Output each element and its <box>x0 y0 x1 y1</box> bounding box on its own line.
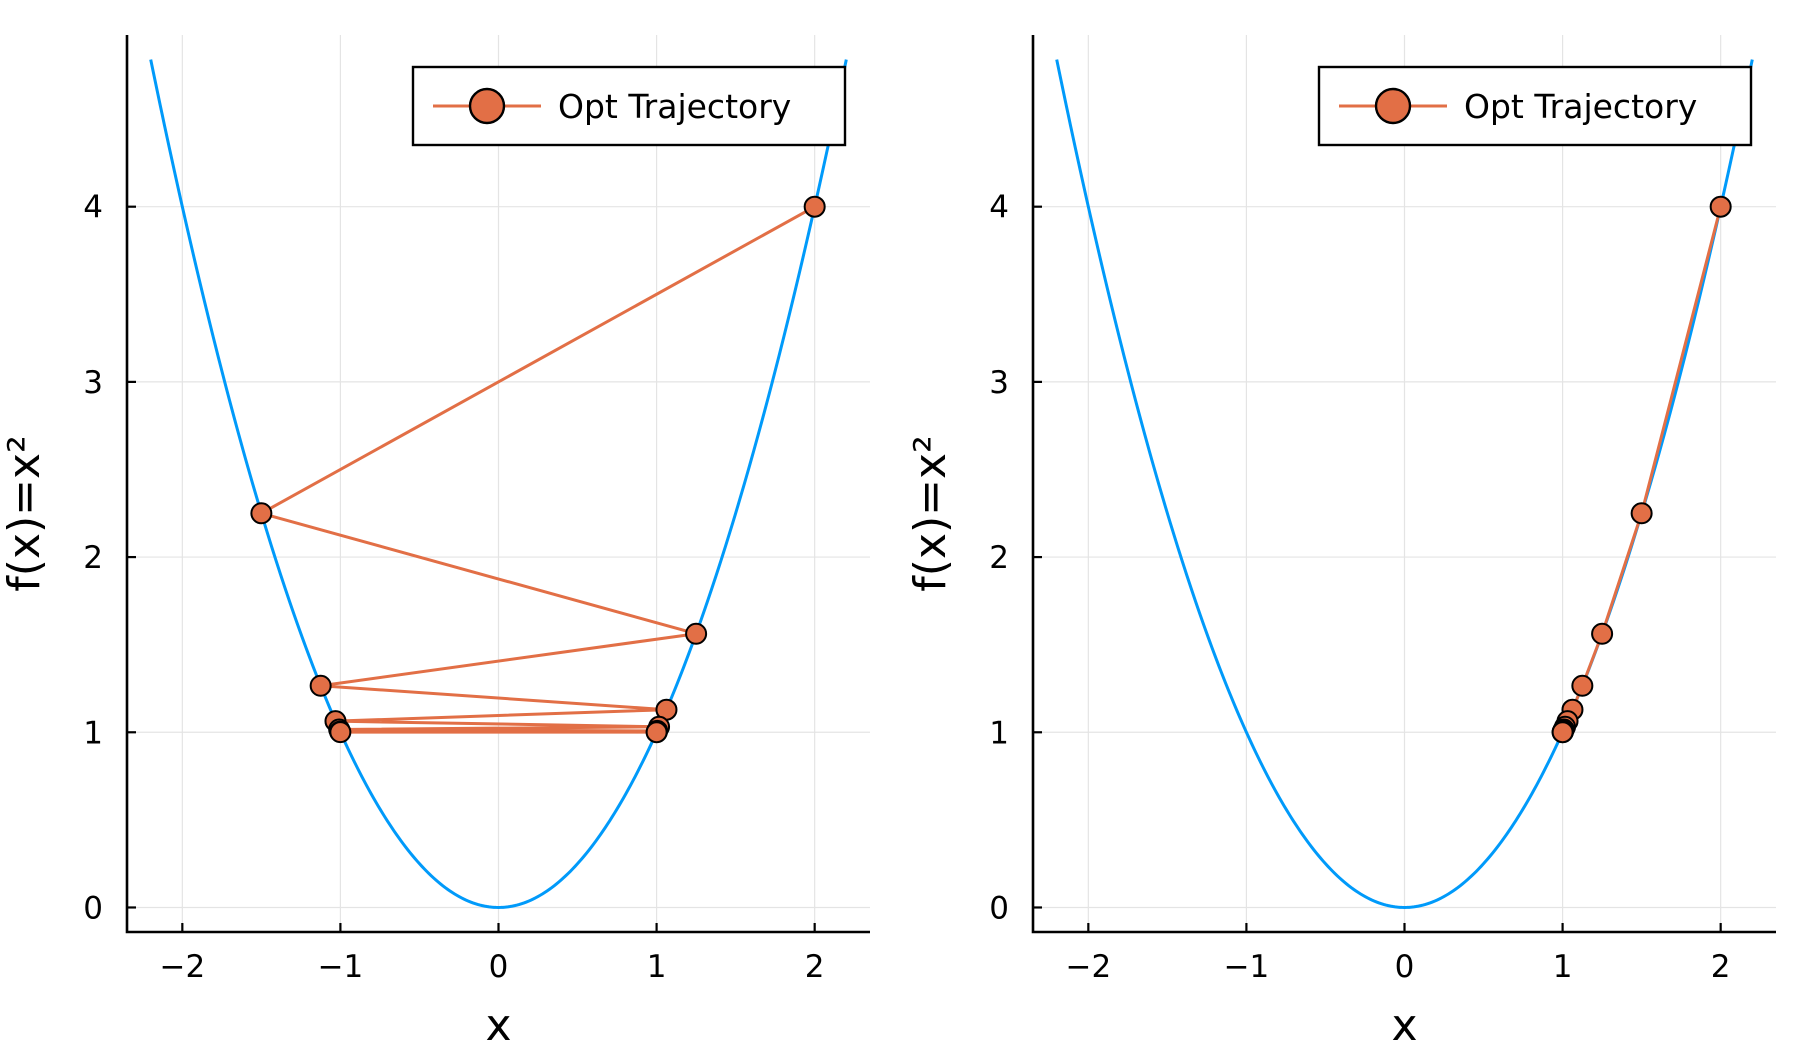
x-tick-label: −2 <box>159 949 205 985</box>
trajectory-point <box>645 721 668 744</box>
trajectory-point <box>803 195 826 218</box>
y-tick-label: 1 <box>83 715 103 751</box>
x-tick-label: −2 <box>1065 949 1111 985</box>
y-tick-label: 3 <box>989 365 1009 401</box>
x-tick-label: 0 <box>1395 949 1415 985</box>
x-tick-label: 2 <box>805 949 825 985</box>
function-curve <box>149 59 848 909</box>
x-tick-label: −1 <box>318 949 364 985</box>
trajectory-line <box>259 205 816 734</box>
y-tick-label: 4 <box>83 190 103 226</box>
axis-spine <box>1031 35 1776 934</box>
y-tick-label: 2 <box>989 540 1009 576</box>
chart-panel-1: −2 −1 0 1 2 0 1 2 3 4 x f(x)=x² Opt Trajectory <box>0 35 870 1050</box>
trajectory-point <box>1630 502 1653 525</box>
legend: Opt Trajectory <box>411 65 847 147</box>
x-tick-label: 2 <box>1711 949 1731 985</box>
trajectory-point <box>1591 622 1614 645</box>
trajectory-line <box>1561 206 1723 734</box>
x-axis-label: x <box>1391 1000 1417 1050</box>
trajectory-point <box>309 674 332 697</box>
trajectory-point <box>1571 674 1594 697</box>
x-tick-label: 1 <box>647 949 667 985</box>
chart-panel-2: −2 −1 0 1 2 0 1 2 3 4 x f(x)=x² Opt Trajectory <box>905 35 1776 1050</box>
legend-marker <box>1374 87 1412 125</box>
legend: Opt Trajectory <box>1317 65 1753 147</box>
y-axis-label: f(x)=x² <box>905 435 956 591</box>
x-tick-label: 0 <box>489 949 509 985</box>
x-axis-label: x <box>485 1000 511 1050</box>
y-tick-label: 0 <box>83 890 103 926</box>
y-tick-label: 2 <box>83 540 103 576</box>
trajectory-point <box>250 502 273 525</box>
y-tick-label: 4 <box>989 190 1009 226</box>
x-tick-label: 1 <box>1553 949 1573 985</box>
legend-label: Opt Trajectory <box>558 87 791 126</box>
axis-spine <box>125 35 870 934</box>
trajectory-point <box>329 721 352 744</box>
trajectory-point <box>1709 195 1732 218</box>
y-tick-label: 1 <box>989 715 1009 751</box>
x-tick-label: −1 <box>1224 949 1270 985</box>
trajectory-point <box>1551 721 1574 744</box>
y-axis-label: f(x)=x² <box>0 435 50 591</box>
y-tick-label: 0 <box>989 890 1009 926</box>
legend-label: Opt Trajectory <box>1464 87 1697 126</box>
trajectory-point <box>685 622 708 645</box>
y-tick-label: 3 <box>83 365 103 401</box>
legend-marker <box>468 87 506 125</box>
